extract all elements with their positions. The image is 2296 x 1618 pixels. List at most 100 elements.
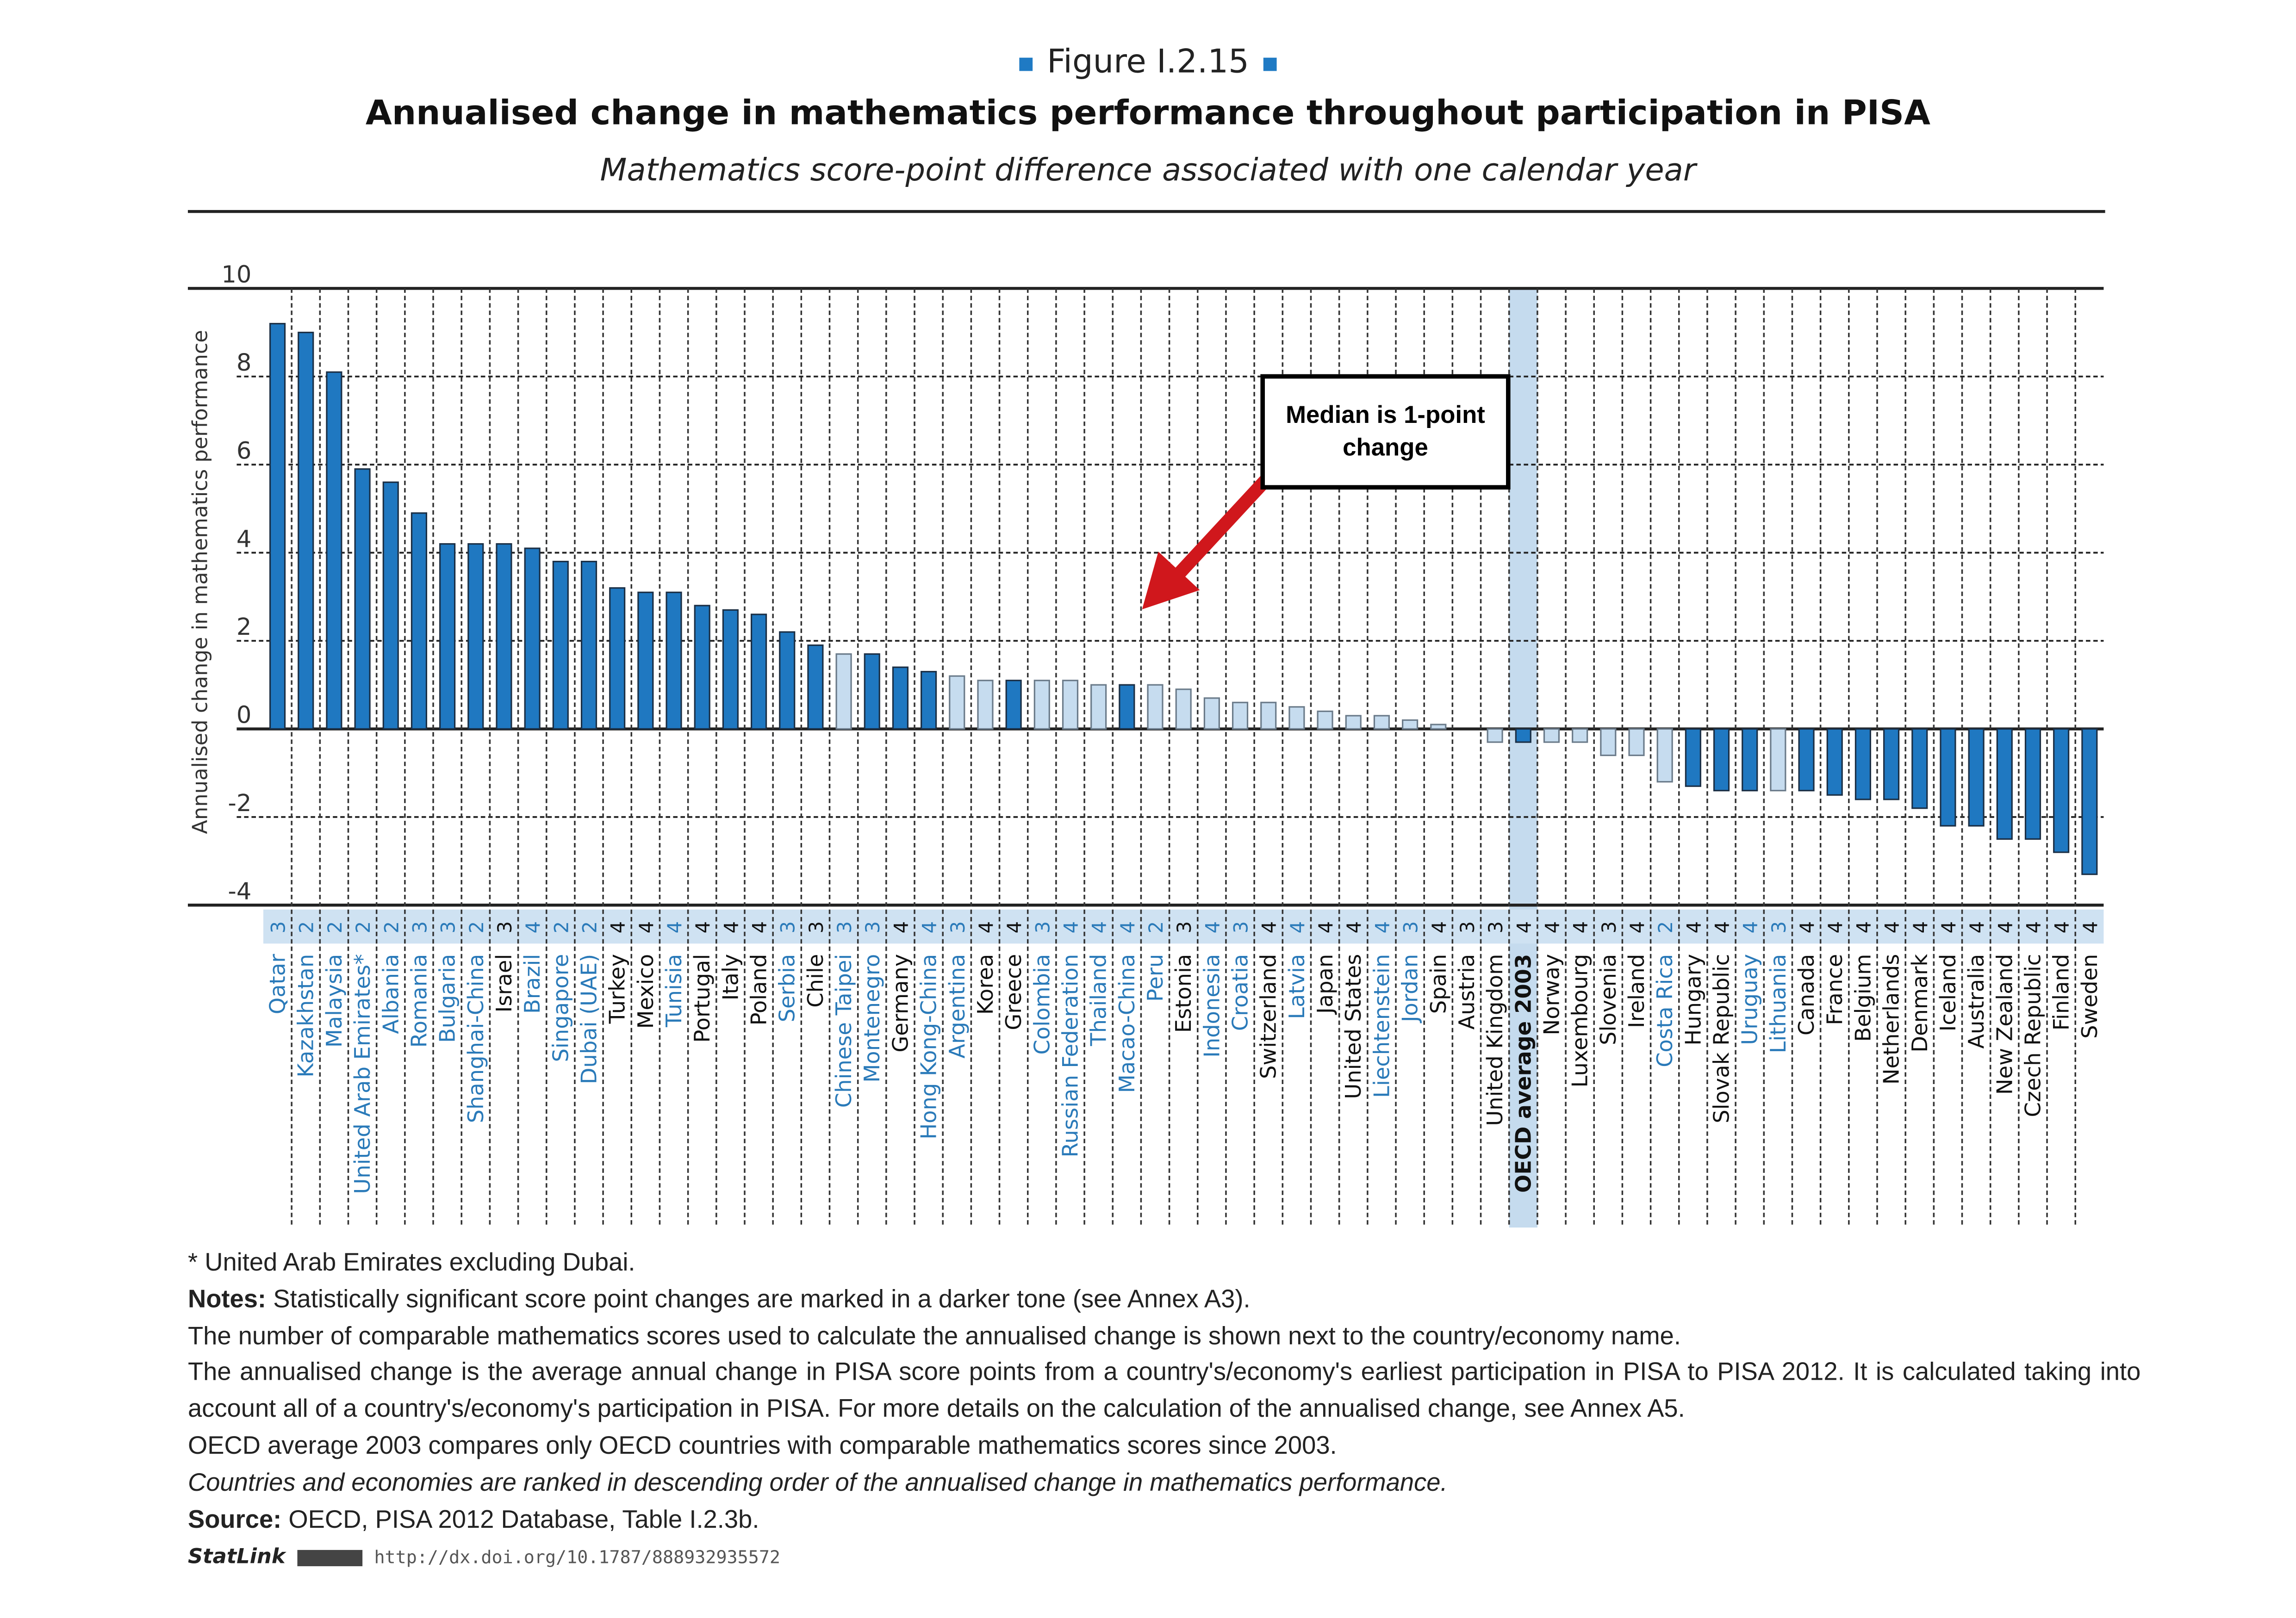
bar-bulgaria [439, 543, 456, 730]
bar-singapore [552, 561, 569, 730]
comparable-scores-count: 4 [2051, 921, 2073, 933]
category-label: Mexico [633, 954, 658, 1029]
title-divider [187, 210, 2105, 213]
category-label: Peru [1143, 954, 1168, 1002]
comparable-scores-count: 4 [1003, 921, 1026, 933]
bar-colombia [1033, 680, 1050, 730]
annotation-arrow-shaft [1171, 471, 1275, 582]
comparable-scores-count: 3 [805, 921, 828, 933]
ranking-note: Countries and economies are ranked in de… [188, 1465, 2140, 1502]
category-label: Bulgaria [435, 954, 460, 1043]
comparable-scores-count: 4 [1994, 921, 2016, 933]
arrow-head-icon [1142, 552, 1200, 609]
ranking-note-text: Countries and economies are ranked in de… [187, 1468, 1448, 1497]
bar-peru [1147, 684, 1164, 730]
comparable-scores-count: 4 [2079, 921, 2102, 933]
category-label: Singapore [548, 954, 573, 1062]
y-axis-label: Annualised change in mathematics perform… [188, 330, 212, 834]
comparable-scores-count: 3 [777, 921, 799, 933]
category-label: Czech Republic [2020, 954, 2045, 1117]
category-label: Netherlands [1879, 954, 1904, 1085]
bar-shanghai-china [467, 543, 484, 730]
bar-tunisia [666, 591, 682, 730]
bar-japan [1317, 710, 1333, 730]
y-tick-label: 8 [236, 349, 252, 377]
bar-united-kingdom [1487, 728, 1503, 743]
category-label: Luxembourg [1568, 954, 1593, 1088]
category-label: Portugal [690, 954, 715, 1043]
bar-hungary [1685, 728, 1701, 787]
bar-ireland [1628, 728, 1645, 756]
comparable-scores-count: 4 [1428, 921, 1450, 933]
y-tick-label: 10 [221, 261, 251, 289]
category-label: Switzerland [1256, 954, 1281, 1079]
category-label: Dubai (UAE) [576, 954, 601, 1084]
category-label: Slovak Republic [1709, 954, 1734, 1123]
y-tick-label: 2 [236, 614, 252, 641]
notes-line-3: The annualised change is the average ann… [187, 1358, 2141, 1423]
bar-netherlands [1883, 728, 1900, 800]
comparable-scores-count: 4 [1059, 921, 1082, 933]
bar-luxembourg [1572, 728, 1588, 743]
category-label: Lithuania [1766, 954, 1791, 1054]
category-label: Austria [1454, 954, 1479, 1030]
bar-jordan [1402, 719, 1419, 730]
comparable-scores-count: 4 [1541, 921, 1563, 933]
category-label: Korea [973, 954, 998, 1015]
notes-line-1: Notes: Statistically significant score p… [188, 1282, 2140, 1319]
comparable-scores-count: 3 [1031, 921, 1054, 933]
comparable-scores-count: 4 [918, 921, 941, 933]
comparable-scores-count: 4 [1824, 921, 1847, 933]
bar-denmark [1911, 728, 1928, 809]
notes-text-1: Statistically significant score point ch… [273, 1285, 1251, 1313]
comparable-scores-count: 4 [1116, 921, 1139, 933]
category-label: Spain [1426, 954, 1451, 1014]
bar-korea [977, 680, 994, 730]
category-label: Turkey [605, 954, 630, 1024]
bar-slovak-republic [1713, 728, 1730, 792]
category-label: Croatia [1228, 954, 1253, 1031]
bar-belgium [1854, 728, 1872, 800]
category-label: Ireland [1624, 954, 1649, 1028]
figure-label-text: Figure I.2.15 [1047, 44, 1249, 81]
category-label: Montenegro [859, 954, 884, 1083]
category-label: Albania [378, 954, 403, 1034]
bar-hong-kong-china [921, 671, 937, 730]
bar-brazil [524, 547, 541, 730]
highlight-column [1509, 288, 1537, 1228]
bar-lithuania [1770, 728, 1786, 792]
category-label: Hungary [1680, 954, 1705, 1046]
comparable-scores-count: 4 [1343, 921, 1365, 933]
comparable-scores-count: 2 [380, 921, 403, 933]
comparable-scores-count: 4 [1201, 921, 1224, 933]
comparable-scores-count: 4 [1966, 921, 1988, 933]
square-bullet-icon [1019, 57, 1033, 70]
category-label: Sweden [2077, 954, 2102, 1039]
category-label: Uruguay [1737, 954, 1762, 1045]
notes-line-2: The number of comparable mathematics sco… [187, 1321, 1681, 1350]
comparable-scores-count: 2 [324, 921, 346, 933]
bar-poland [750, 614, 767, 730]
comparable-scores-count: 4 [1512, 921, 1535, 933]
bar-france [1826, 728, 1843, 796]
category-label: Costa Rica [1652, 954, 1677, 1067]
bar-turkey [609, 587, 626, 730]
bar-serbia [779, 631, 796, 730]
comparable-scores-count: 3 [1230, 921, 1252, 933]
comparable-scores-count: 4 [635, 921, 658, 933]
bar-iceland [1940, 728, 1956, 827]
category-label: OECD average 2003 [1511, 954, 1536, 1193]
comparable-scores-count: 3 [437, 921, 460, 933]
category-label: Finland [2049, 954, 2074, 1031]
category-label: Thailand [1086, 954, 1111, 1047]
y-tick-label: -4 [228, 878, 251, 905]
comparable-scores-count: 3 [1173, 921, 1195, 933]
bar-chile [807, 644, 824, 730]
bar-greece [1005, 680, 1022, 730]
comparable-scores-count: 4 [1314, 921, 1337, 933]
comparable-scores-count: 4 [663, 921, 686, 933]
statlink-url[interactable]: http://dx.doi.org/10.1787/888932935572 [374, 1547, 781, 1568]
bar-norway [1543, 728, 1560, 743]
category-label: Tunisia [661, 954, 686, 1028]
comparable-scores-count: 2 [550, 921, 572, 933]
